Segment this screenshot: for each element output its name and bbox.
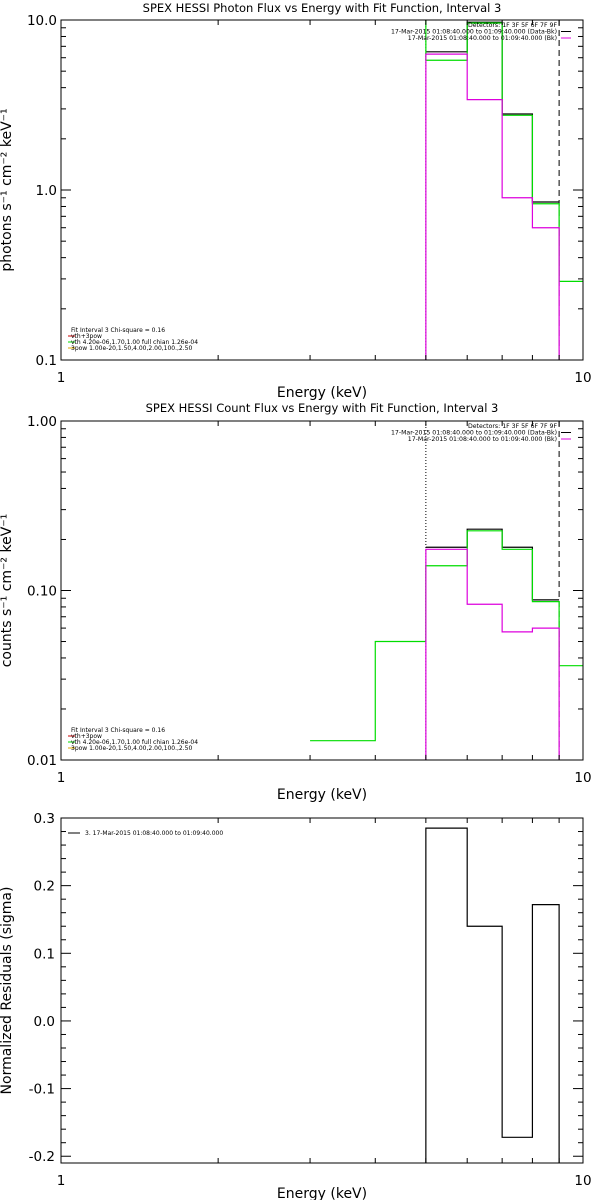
y-tick-label: 1.0 (36, 183, 57, 199)
x-axis-label: Energy (keV) (277, 787, 367, 803)
x-tick-label: 10 (574, 770, 591, 786)
plot-area (425, 827, 560, 1163)
chart-title: SPEX HESSI Count Flux vs Energy with Fit… (146, 401, 499, 415)
header-line: Detectors: 1F 3F 5F 6F 7F 9F (468, 22, 557, 29)
plot-area (425, 20, 583, 360)
y-tick-label: 0.1 (34, 946, 55, 962)
plot-frame (60, 19, 584, 361)
chart-panel-3: 1 10 -0.2 -0.1 0.0 0.1 0.2 0.3 Energy (keV) Norma… (0, 811, 592, 1200)
legend-entry: 3. 17-Mar-2015 01:08:40.000 to 01:09:40.… (85, 830, 223, 837)
y-tick-label: 0.3 (34, 811, 55, 827)
series-3-histogram (425, 53, 560, 360)
y-tick-label: -0.2 (29, 1149, 55, 1165)
x-axis-label: Energy (keV) (277, 1186, 367, 1200)
y-axis-label: Normalized Residuals (sigma) (0, 887, 15, 1095)
y-tick-label: 1.00 (27, 414, 57, 430)
y-tick-label: 0.2 (34, 879, 55, 895)
header-line: 17-Mar-2015 01:08:40.000 to 01:09:40.000… (408, 436, 557, 443)
legend-entry: vth 4.20e-06,1.70,1.00 full chian 1.26e-… (71, 739, 198, 746)
chart-panel-1: SPEX HESSI Photon Flux vs Energy with Fi… (0, 1, 592, 401)
legend-entry: Fit Interval 3 Chi-square = 0.16 (71, 727, 165, 734)
series-2-histogram (425, 20, 583, 282)
chart-panel-2: SPEX HESSI Count Flux vs Energy with Fit… (0, 401, 592, 803)
series-1-histogram (425, 827, 560, 1163)
y-tick-label: -0.1 (29, 1082, 55, 1098)
series-3-histogram (425, 548, 560, 760)
legend-entry: vth+3pow (71, 733, 102, 740)
series-1-histogram (425, 528, 560, 601)
legend-entry: vth+3pow (71, 333, 102, 340)
y-tick-label: 0.01 (27, 753, 57, 769)
chart-title: SPEX HESSI Photon Flux vs Energy with Fi… (143, 1, 502, 15)
y-tick-label: 10.0 (27, 13, 57, 29)
plot-area (310, 421, 583, 760)
x-tick-label: 10 (574, 370, 591, 386)
series-2-histogram (310, 530, 583, 742)
legend-entry: 3pow 1.00e-20,1.50,4.00,2.00,100.,2.50 (71, 345, 192, 352)
y-axis-label: photons s⁻¹ cm⁻² keV⁻¹ (0, 108, 15, 271)
plot-frame (60, 420, 584, 761)
plot-frame (60, 817, 584, 1164)
y-axis-label: counts s⁻¹ cm⁻² keV⁻¹ (0, 514, 15, 668)
x-tick-label: 1 (57, 1173, 66, 1189)
x-tick-label: 1 (57, 770, 66, 786)
x-axis-label: Energy (keV) (277, 385, 367, 401)
legend-entry: vth 4.20e-06,1.70,1.00 full chian 1.26e-… (71, 339, 198, 346)
header-line: 17-Mar-2015 01:08:40.000 to 01:09:40.000… (391, 29, 557, 36)
header-line: 17-Mar-2015 01:08:40.000 to 01:09:40.000… (391, 430, 557, 437)
y-tick-label: 0.10 (27, 584, 57, 600)
legend-entry: 3pow 1.00e-20,1.50,4.00,2.00,100.,2.50 (71, 745, 192, 752)
header-line: Detectors: 1F 3F 5F 6F 7F 9F (468, 423, 557, 430)
series-1-histogram (425, 21, 560, 203)
legend-entry: Fit Interval 3 Chi-square = 0.16 (71, 327, 165, 334)
header-line: 17-Mar-2015 01:08:40.000 to 01:09:40.000… (408, 35, 557, 42)
y-tick-label: 0.0 (34, 1014, 55, 1030)
y-tick-label: 0.1 (36, 353, 57, 369)
x-tick-label: 10 (574, 1173, 591, 1189)
x-tick-label: 1 (57, 370, 66, 386)
